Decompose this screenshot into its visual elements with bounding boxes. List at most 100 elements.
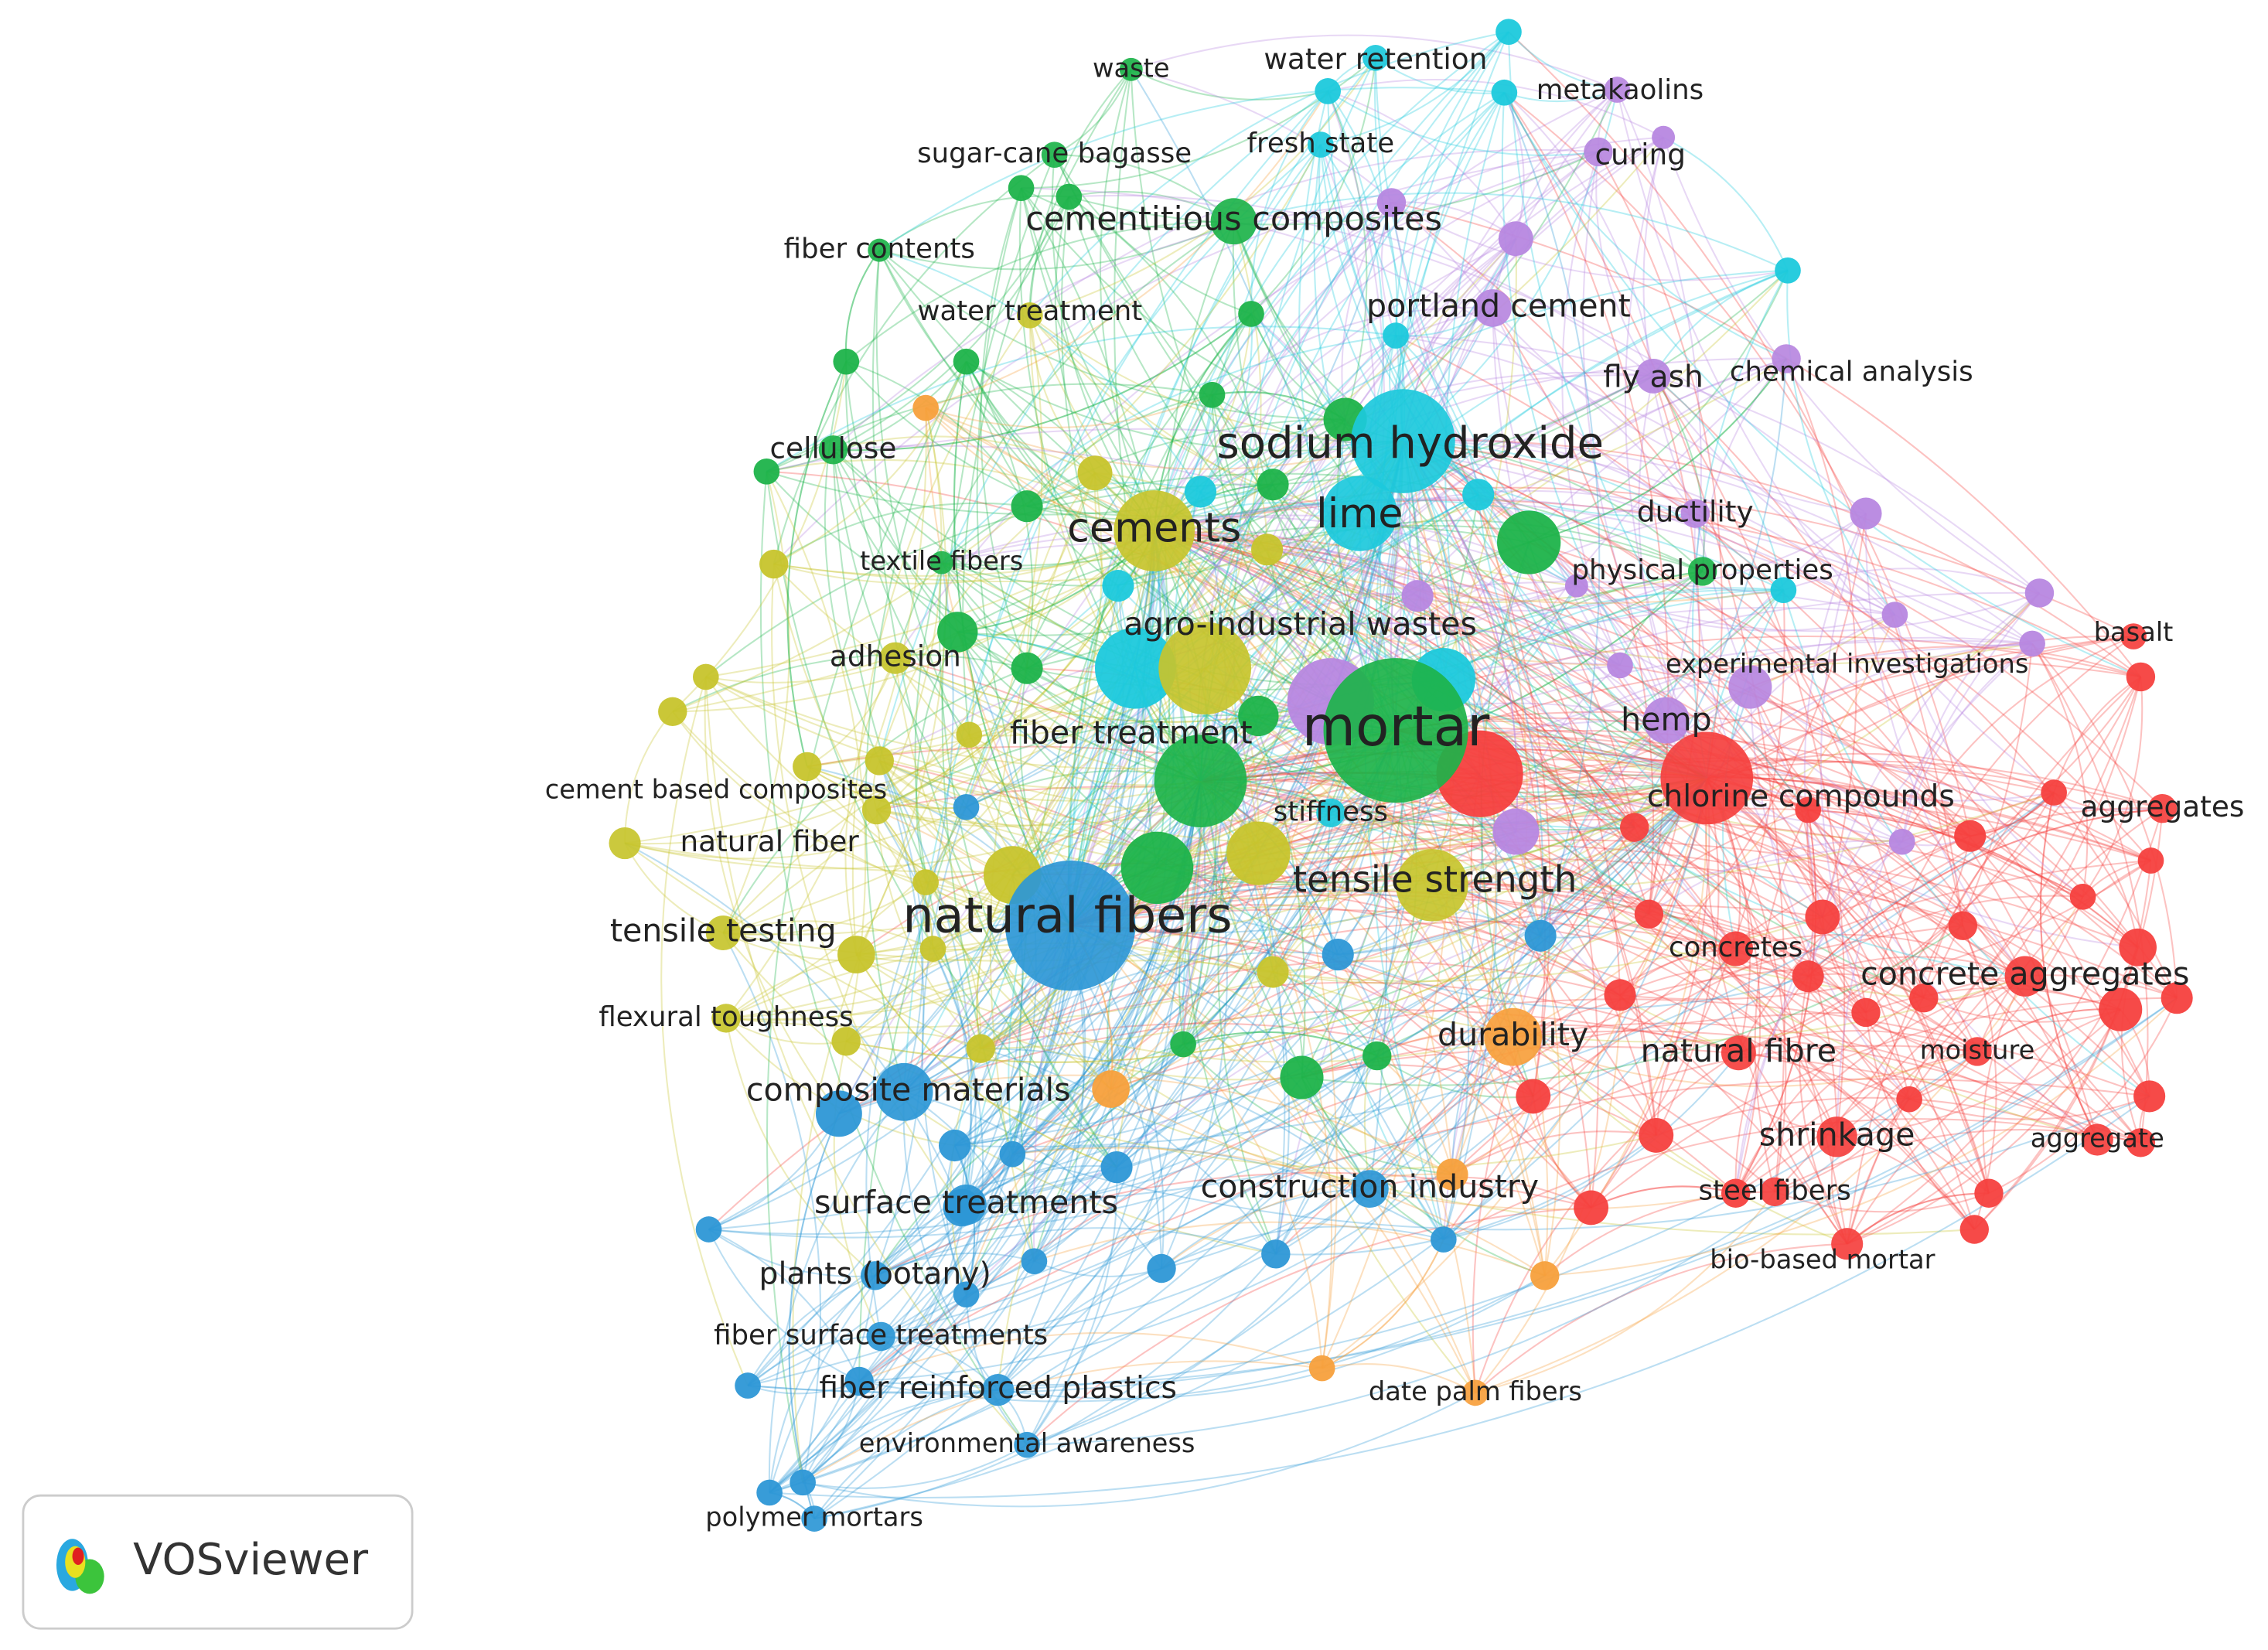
node bbox=[1436, 1158, 1468, 1191]
edge bbox=[1799, 976, 1848, 1245]
edge bbox=[1033, 781, 1202, 1262]
edge bbox=[1619, 966, 1809, 996]
edge bbox=[1069, 357, 1787, 926]
node bbox=[1963, 1037, 1992, 1066]
edge bbox=[1864, 1012, 1975, 1230]
edge bbox=[1515, 664, 1621, 832]
edge bbox=[1590, 997, 2178, 1209]
edge bbox=[2039, 792, 2099, 1140]
edge bbox=[1153, 151, 1599, 532]
edge bbox=[878, 90, 1328, 762]
node-label: stiffness bbox=[1274, 796, 1388, 827]
edge bbox=[766, 428, 1895, 615]
node bbox=[1100, 1151, 1133, 1184]
edge bbox=[1443, 1052, 1740, 1241]
edge bbox=[1182, 777, 1707, 1045]
edge bbox=[1319, 144, 1707, 779]
edge bbox=[1503, 92, 2141, 678]
edge bbox=[624, 711, 674, 844]
edge bbox=[672, 653, 1028, 713]
edge bbox=[1322, 1239, 1444, 1369]
node bbox=[833, 348, 860, 375]
edge bbox=[880, 1335, 998, 1391]
edge bbox=[845, 361, 959, 633]
edge bbox=[1153, 269, 1789, 532]
edge bbox=[1011, 530, 1155, 876]
edge bbox=[1652, 375, 1705, 572]
edge bbox=[1836, 677, 2142, 1138]
edge bbox=[722, 471, 790, 933]
edge bbox=[1807, 956, 2026, 977]
edge bbox=[1069, 57, 1376, 926]
edge bbox=[1786, 270, 1896, 615]
edge bbox=[708, 777, 1707, 1231]
node-label: natural fiber bbox=[680, 824, 859, 858]
edge bbox=[998, 1274, 1546, 1399]
edge bbox=[1069, 237, 1516, 926]
node bbox=[879, 642, 912, 674]
node-label: curing bbox=[1594, 138, 1686, 172]
edge bbox=[624, 842, 963, 1209]
edge bbox=[1962, 925, 2141, 1144]
node bbox=[912, 869, 939, 895]
edge bbox=[769, 1096, 2150, 1498]
edge bbox=[1029, 31, 1509, 316]
node bbox=[1280, 1055, 1324, 1099]
edge bbox=[1211, 394, 1332, 702]
edge bbox=[1011, 781, 1202, 1155]
edge bbox=[1619, 664, 2139, 948]
edge bbox=[1652, 375, 1964, 926]
edge bbox=[1652, 375, 2033, 645]
edge bbox=[1067, 313, 1252, 926]
edge bbox=[1182, 1043, 1453, 1175]
edge bbox=[1330, 357, 1787, 702]
edge bbox=[1513, 1036, 1978, 1088]
node bbox=[790, 1469, 816, 1496]
edge bbox=[624, 440, 1404, 844]
edge bbox=[1154, 497, 2033, 645]
edge bbox=[624, 780, 1201, 870]
node bbox=[1760, 1177, 1789, 1207]
edge bbox=[773, 530, 1155, 585]
node bbox=[1639, 1117, 1674, 1153]
edge bbox=[1837, 1136, 1976, 1230]
edge bbox=[1028, 69, 1132, 315]
edge bbox=[1199, 418, 1346, 782]
edge bbox=[1369, 1176, 1592, 1209]
edge bbox=[1508, 31, 1618, 91]
node bbox=[1184, 476, 1217, 508]
node bbox=[1011, 652, 1043, 684]
edge bbox=[941, 154, 1056, 1155]
node-label: natural fibers bbox=[902, 886, 1232, 943]
edge bbox=[965, 1043, 1184, 1295]
edge bbox=[1820, 513, 1867, 1013]
edge bbox=[1864, 513, 2026, 977]
edge bbox=[1116, 730, 1397, 1168]
edge bbox=[769, 777, 1708, 1494]
edge bbox=[880, 730, 1397, 1338]
edge bbox=[925, 394, 1212, 428]
node-label: physical properties bbox=[1571, 554, 1833, 586]
node bbox=[1888, 828, 1915, 855]
edge bbox=[954, 812, 1332, 1147]
edge bbox=[1205, 541, 1530, 670]
edge bbox=[1330, 812, 1516, 841]
node bbox=[1634, 899, 1664, 929]
node-label: adhesion bbox=[830, 639, 961, 673]
edge bbox=[925, 407, 1403, 470]
node bbox=[2126, 1128, 2156, 1157]
edge bbox=[2120, 946, 2142, 1144]
edge bbox=[1070, 925, 1592, 1209]
node-label: plants (botany) bbox=[759, 1256, 991, 1291]
edge bbox=[997, 441, 1404, 1391]
edge bbox=[976, 187, 1072, 926]
edge bbox=[1338, 827, 1635, 956]
edge bbox=[881, 1335, 999, 1391]
edge bbox=[845, 360, 1028, 507]
edge bbox=[1655, 948, 1737, 1136]
node bbox=[1948, 911, 1978, 940]
edge bbox=[1094, 472, 2033, 666]
edge bbox=[1504, 89, 1618, 103]
edge bbox=[1153, 530, 1306, 1078]
edge bbox=[1807, 895, 2083, 977]
